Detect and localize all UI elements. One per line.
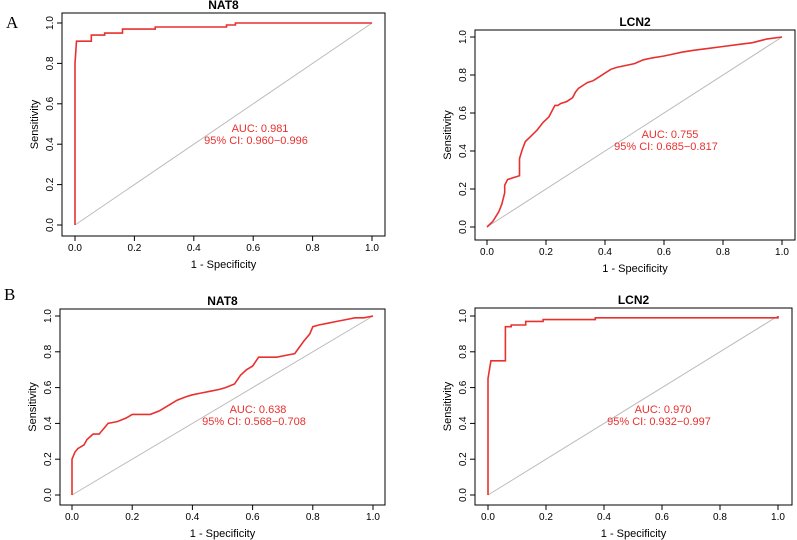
x-axis-label: 1 - Specificity: [602, 263, 668, 275]
x-axis-label: 1 - Specificity: [191, 259, 257, 271]
y-axis-label: Sensitivity: [29, 99, 41, 149]
x-tick-label: 0.0: [65, 512, 79, 523]
y-tick-label: 0.2: [45, 177, 56, 191]
x-axis-label: 1 - Specificity: [190, 528, 256, 540]
chart-title: LCN2: [619, 15, 651, 29]
roc-chart-a-lcn2: LCN2 0.0 0.2 0.4 0.6 0.8 1.0 0.0 0.2 0.4 0.6 0.8 1.0…: [442, 15, 796, 275]
y-tick-label: 1.0: [458, 30, 469, 44]
x-tick-label: 0.6: [246, 512, 260, 523]
auc-label: AUC: 0.981: [232, 123, 289, 135]
ci-label: 95% CI: 0.685−0.817: [614, 141, 718, 153]
y-tick-label: 0.2: [458, 452, 469, 466]
x-tick-label: 0.4: [598, 247, 612, 258]
roc-curve: [71, 315, 374, 495]
y-tick-label: 0.8: [43, 344, 54, 358]
y-tick-label: 0.6: [458, 106, 469, 120]
plot-frame: [61, 12, 386, 237]
chance-diagonal: [71, 315, 374, 496]
y-tick-label: 0.8: [458, 68, 469, 82]
ci-label: 95% CI: 0.960−0.996: [204, 135, 308, 147]
x-tick-label: 0.6: [655, 512, 669, 523]
y-tick-label: 0.8: [458, 344, 469, 358]
x-tick-label: 0.4: [187, 243, 201, 254]
chance-diagonal: [487, 315, 779, 496]
y-tick-label: 0.4: [43, 416, 54, 430]
x-tick-label: 0.8: [306, 512, 320, 523]
x-tick-label: 0.0: [480, 247, 494, 258]
x-tick-label: 0.6: [246, 243, 260, 254]
x-tick-label: 1.0: [771, 512, 785, 523]
plot-frame: [474, 29, 796, 241]
x-tick-label: 0.8: [716, 247, 730, 258]
chart-title: LCN2: [618, 293, 650, 307]
y-axis-label: Sensitivity: [27, 382, 39, 432]
roc-curve: [74, 22, 372, 225]
chance-diagonal: [74, 22, 373, 226]
roc-chart-b-lcn2: LCN2 0.0 0.2 0.4 0.6 0.8 1.0 0.0 0.2 0.4 0.6 0.8 1.0…: [442, 293, 793, 540]
x-tick-label: 0.2: [539, 247, 553, 258]
ci-label: 95% CI: 0.568−0.708: [202, 416, 306, 428]
x-tick-label: 0.0: [481, 512, 495, 523]
x-tick-label: 0.0: [68, 243, 82, 254]
auc-label: AUC: 0.970: [635, 404, 692, 416]
y-axis-label: Sensitivity: [442, 110, 454, 160]
plot-frame: [59, 308, 386, 506]
auc-label: AUC: 0.638: [230, 404, 287, 416]
x-tick-label: 0.4: [185, 512, 199, 523]
y-tick-label: 0.0: [458, 220, 469, 234]
chart-title: NAT8: [208, 0, 239, 12]
ci-label: 95% CI: 0.932−0.997: [607, 416, 711, 428]
x-tick-label: 1.0: [366, 512, 380, 523]
y-tick-label: 0.4: [458, 416, 469, 430]
y-tick-label: 1.0: [458, 309, 469, 323]
y-axis-label: Sensitivity: [442, 381, 454, 431]
chart-title: NAT8: [207, 294, 238, 308]
x-tick-label: 1.0: [365, 243, 379, 254]
y-tick-label: 1.0: [43, 309, 54, 323]
x-tick-label: 0.2: [539, 512, 553, 523]
y-tick-label: 0.0: [43, 488, 54, 502]
x-tick-label: 1.0: [775, 247, 789, 258]
y-tick-label: 0.2: [43, 452, 54, 466]
roc-curve: [487, 316, 779, 495]
y-tick-label: 0.6: [43, 380, 54, 394]
y-tick-label: 0.4: [458, 144, 469, 158]
y-tick-label: 0.6: [458, 380, 469, 394]
x-tick-label: 0.8: [713, 512, 727, 523]
x-axis-label: 1 - Specificity: [601, 528, 667, 540]
y-tick-label: 0.6: [45, 96, 56, 110]
y-tick-label: 1.0: [45, 16, 56, 30]
roc-curve: [486, 36, 783, 228]
panel-label-a: A: [6, 13, 19, 32]
y-tick-label: 0.8: [45, 56, 56, 70]
x-tick-label: 0.4: [597, 512, 611, 523]
chance-diagonal: [486, 36, 783, 228]
y-tick-label: 0.4: [45, 137, 56, 151]
x-tick-label: 0.2: [125, 512, 139, 523]
x-tick-label: 0.8: [306, 243, 320, 254]
x-tick-label: 0.2: [127, 243, 141, 254]
panel-label-b: B: [4, 285, 15, 304]
plot-frame: [474, 307, 793, 506]
x-tick-label: 0.6: [657, 247, 671, 258]
roc-chart-b-nat8: NAT8 0.0 0.2 0.4 0.6 0.8 1.0 0.0 0.2 0.4 0.6 0.8 1.0…: [27, 294, 386, 540]
y-tick-label: 0.0: [45, 218, 56, 232]
auc-label: AUC: 0.755: [642, 129, 699, 141]
y-tick-label: 0.0: [458, 488, 469, 502]
y-tick-label: 0.2: [458, 182, 469, 196]
roc-chart-a-nat8: NAT8 0.0 0.2 0.4 0.6 0.8 1.0 0.0 0.2 0.4 0.6 0.8 1.0…: [29, 0, 386, 271]
